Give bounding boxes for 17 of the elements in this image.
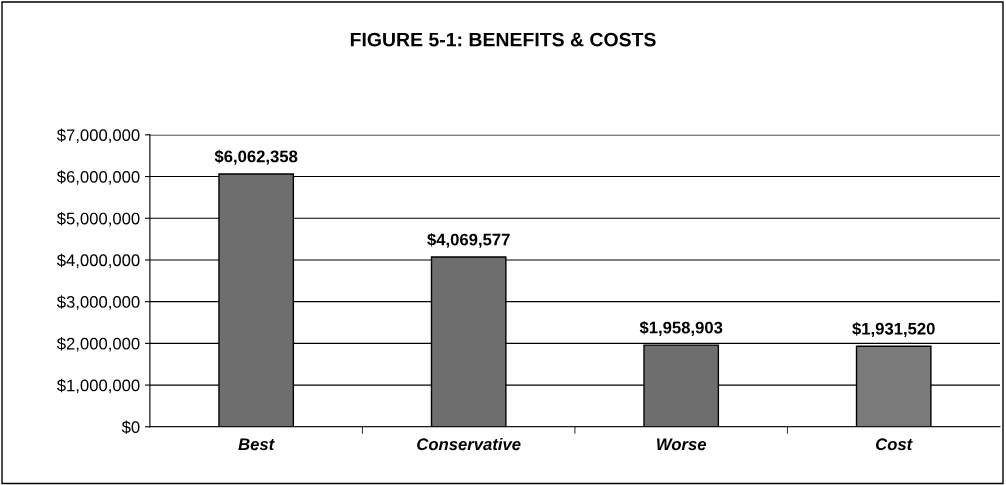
y-tick-label: $7,000,000: [56, 128, 140, 143]
y-tick-label: $1,000,000: [56, 378, 140, 394]
y-tick-label: $3,000,000: [56, 295, 140, 310]
data-label: $6,062,358: [214, 149, 298, 165]
x-tick-label: Cost: [876, 438, 913, 451]
y-tick-label: $5,000,000: [56, 211, 140, 227]
data-label: $4,069,577: [427, 232, 510, 248]
y-tick-label: $0: [121, 420, 140, 434]
x-tick-label: Worse: [657, 438, 707, 451]
data-label: $1,958,903: [639, 320, 723, 336]
y-tick-label: $2,000,000: [56, 337, 140, 352]
x-tick-label: Best: [238, 438, 275, 451]
x-tick-label: Conservative: [417, 437, 521, 451]
y-tick-label: $4,000,000: [56, 253, 140, 269]
data-label: $1,931,520: [852, 322, 935, 338]
y-tick-label: $6,000,000: [56, 170, 140, 185]
chart-title: FIGURE 5-1: BENEFITS & COSTS: [350, 32, 656, 47]
